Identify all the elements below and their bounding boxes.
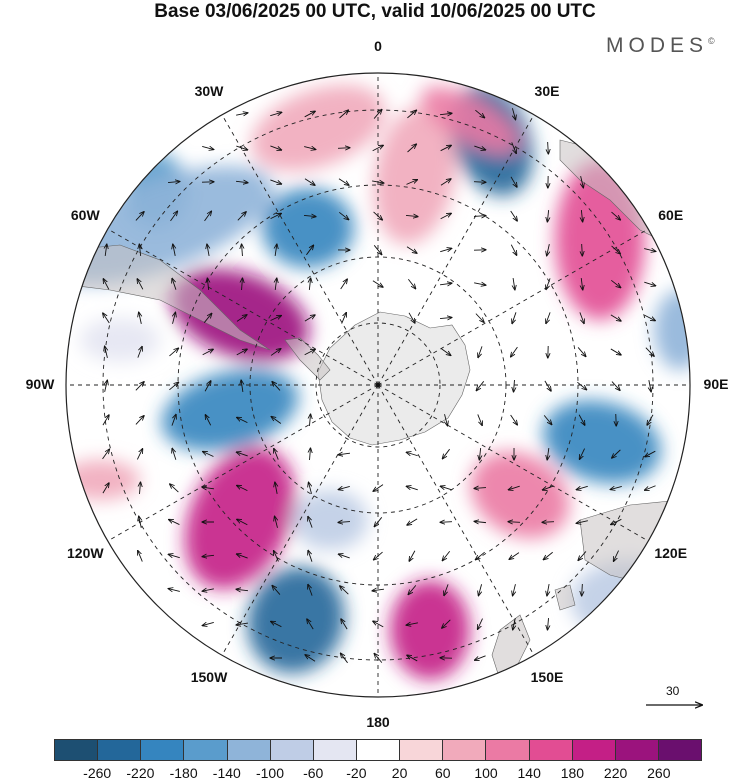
colorbar-tick-label: 60: [435, 765, 451, 781]
colorbar-tick-label: -180: [169, 765, 198, 781]
colorbar-segment: [141, 740, 185, 760]
colorbar-tick-label: -260: [83, 765, 112, 781]
modes-logo: MODES©: [606, 34, 715, 58]
colorbar-segment: [227, 740, 271, 760]
antarctic-peninsula: [284, 337, 331, 381]
colorbar-tick-label: 140: [517, 765, 541, 781]
colorbar-tick-label: -100: [255, 765, 285, 781]
reference-vector-label: 30: [666, 684, 680, 698]
map-boundary: [65, 72, 691, 698]
chart-title: Base 03/06/2025 00 UTC, valid 10/06/2025…: [154, 1, 596, 22]
colorbar-segment: [572, 740, 616, 760]
colorbar-segment: [486, 740, 530, 760]
longitude-label: 150W: [190, 668, 228, 685]
longitude-label: 30W: [194, 83, 224, 100]
colorbar-segment: [658, 740, 702, 760]
brand-mark: ©: [708, 36, 715, 46]
brand-text: MODES: [606, 34, 709, 57]
colorbar-segment: [400, 740, 444, 760]
longitude-label: 0: [374, 38, 382, 54]
wind-vectors: [103, 108, 656, 664]
colorbar-segment: [270, 740, 314, 760]
antarctica-land: [317, 311, 471, 446]
longitude-label: 120E: [654, 545, 688, 561]
colorbar-segment: [313, 740, 357, 760]
longitude-label: 120W: [66, 545, 104, 561]
longitude-label: 180: [366, 714, 390, 730]
colorbar-tick-label: 220: [603, 765, 628, 781]
longitude-label: 90W: [25, 376, 55, 392]
longitude-label: 60E: [658, 207, 684, 223]
colorbar-tick-label: 20: [391, 765, 408, 781]
colorbar-segment: [529, 740, 573, 760]
colorbar-segment: [98, 740, 142, 760]
graticule: [66, 73, 690, 697]
colorbar-tick-label: 100: [474, 765, 498, 781]
colorbar-tick-label: -60: [303, 765, 324, 781]
colorbar-tick-label: -140: [212, 765, 241, 781]
colorbar-segment: [55, 740, 99, 760]
longitude-label: 30E: [534, 83, 560, 100]
colorbar-tick-label: -20: [346, 765, 367, 781]
colorbar-segment: [184, 740, 228, 760]
colorbar: [54, 739, 702, 761]
colorbar-segment: [443, 740, 487, 760]
colorbar-tick-label: -220: [126, 765, 155, 781]
south-pole: [375, 382, 381, 388]
colorbar-segment: [615, 740, 659, 760]
south-america: [69, 244, 271, 351]
longitude-label: 60W: [70, 207, 100, 223]
longitude-label: 90E: [703, 376, 729, 392]
colorbar-tick-label: 180: [560, 765, 585, 781]
longitude-label: 150E: [530, 668, 564, 685]
colorbar-segment: [356, 740, 401, 760]
colorbar-tick-label: 260: [647, 765, 671, 781]
